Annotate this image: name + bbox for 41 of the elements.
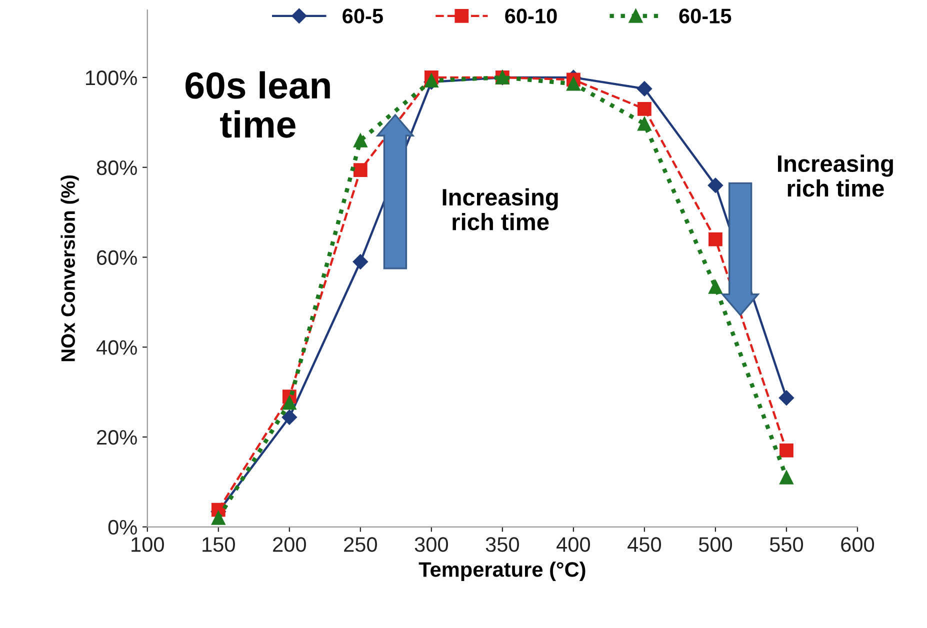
x-tick-label: 400 <box>556 537 590 552</box>
legend-label: 60-5 <box>342 8 383 24</box>
point <box>211 510 226 525</box>
y-tick-label: 0% <box>108 520 137 535</box>
y-axis-title: NOx Conversion (%) <box>60 175 79 362</box>
legend-label: 60-10 <box>505 8 557 24</box>
y-tick-label: 80% <box>96 160 137 176</box>
x-tick-label: 550 <box>770 537 804 552</box>
annotation: Increasing rich time <box>442 188 558 230</box>
x-axis-title: Temperature (°C) <box>418 562 586 582</box>
x-tick-label: 450 <box>628 537 662 552</box>
point <box>353 133 368 148</box>
x-tick-label: 100 <box>132 537 164 552</box>
x-tick-label: 250 <box>344 537 377 552</box>
point <box>566 76 580 91</box>
y-tick-label: 20% <box>97 430 137 445</box>
point <box>780 444 794 458</box>
point <box>636 81 652 96</box>
x-tick-label: 350 <box>486 537 519 552</box>
point <box>282 410 297 425</box>
x-tick-label: 600 <box>841 537 874 552</box>
point <box>708 178 724 193</box>
point <box>708 280 722 294</box>
point <box>638 116 652 131</box>
point <box>352 254 368 270</box>
annotation: Increasing rich time <box>778 154 893 197</box>
legend-label: 60-15 <box>679 8 732 24</box>
point <box>780 470 794 484</box>
x-tick-label: 150 <box>202 537 235 552</box>
point <box>353 163 368 177</box>
annotation: 60s lean time <box>186 71 330 138</box>
y-tick-label: 60% <box>97 250 137 265</box>
x-tick-label: 200 <box>273 537 306 552</box>
point <box>708 232 722 246</box>
y-tick-label: 40% <box>96 340 137 355</box>
point <box>638 102 652 116</box>
point <box>778 390 794 406</box>
point <box>282 396 296 410</box>
x-tick-label: 500 <box>698 537 732 552</box>
y-tick-label: 100% <box>86 70 137 86</box>
x-tick-label: 300 <box>414 537 448 552</box>
